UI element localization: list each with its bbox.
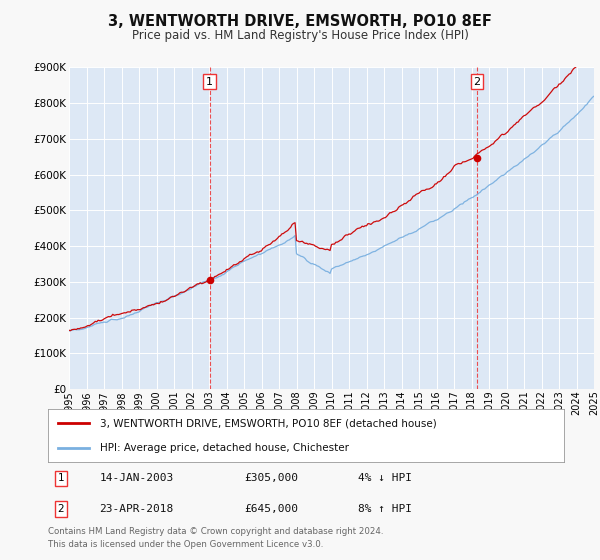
Text: This data is licensed under the Open Government Licence v3.0.: This data is licensed under the Open Gov… <box>48 540 323 549</box>
Text: 23-APR-2018: 23-APR-2018 <box>100 504 174 514</box>
Text: 8% ↑ HPI: 8% ↑ HPI <box>358 504 412 514</box>
Text: Contains HM Land Registry data © Crown copyright and database right 2024.: Contains HM Land Registry data © Crown c… <box>48 528 383 536</box>
Text: 2: 2 <box>473 77 481 86</box>
Text: 1: 1 <box>58 473 64 483</box>
Text: 1: 1 <box>206 77 213 86</box>
Text: 3, WENTWORTH DRIVE, EMSWORTH, PO10 8EF: 3, WENTWORTH DRIVE, EMSWORTH, PO10 8EF <box>108 14 492 29</box>
Text: £305,000: £305,000 <box>244 473 298 483</box>
Text: 2: 2 <box>58 504 64 514</box>
Text: 4% ↓ HPI: 4% ↓ HPI <box>358 473 412 483</box>
Text: 3, WENTWORTH DRIVE, EMSWORTH, PO10 8EF (detached house): 3, WENTWORTH DRIVE, EMSWORTH, PO10 8EF (… <box>100 418 436 428</box>
Text: HPI: Average price, detached house, Chichester: HPI: Average price, detached house, Chic… <box>100 442 349 452</box>
Text: 14-JAN-2003: 14-JAN-2003 <box>100 473 174 483</box>
Text: Price paid vs. HM Land Registry's House Price Index (HPI): Price paid vs. HM Land Registry's House … <box>131 29 469 42</box>
Text: £645,000: £645,000 <box>244 504 298 514</box>
